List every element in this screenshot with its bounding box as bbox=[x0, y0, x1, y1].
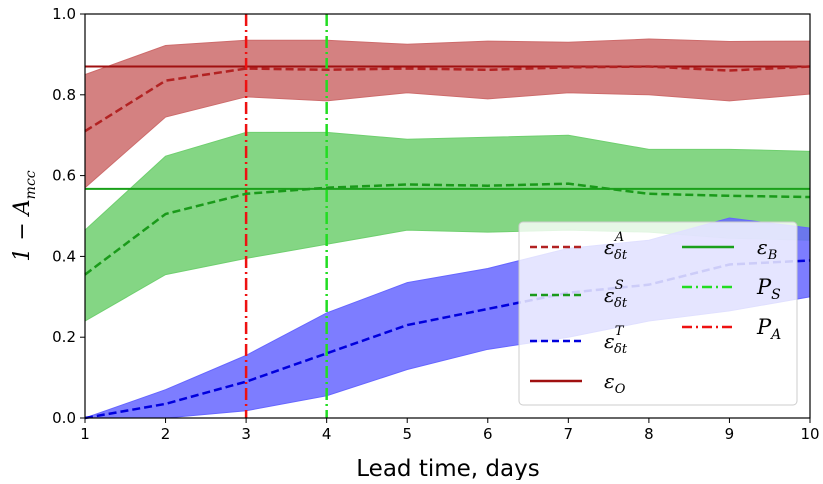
y-tick-label: 0.6 bbox=[52, 167, 76, 185]
x-tick-label: 2 bbox=[161, 425, 171, 443]
legend: εA δt εS δt εT δt εO εB PS PA bbox=[518, 221, 798, 406]
line-series-2 bbox=[84, 259, 811, 420]
svg-text:1 − Amcc: 1 − Amcc bbox=[10, 170, 39, 261]
plot-frame bbox=[84, 13, 811, 419]
x-tick-label: 8 bbox=[644, 425, 654, 443]
x-tick-label: 10 bbox=[800, 425, 819, 443]
legend-label-eps-dt-S: εS δt bbox=[604, 278, 628, 311]
x-tick-label: 6 bbox=[483, 425, 493, 443]
y-axis-ticks: 0.0 0.2 0.4 0.6 0.8 1.0 bbox=[52, 5, 85, 427]
x-tick-label: 3 bbox=[241, 425, 251, 443]
x-tick-label: 5 bbox=[402, 425, 412, 443]
series-lines bbox=[84, 65, 811, 420]
legend-label-eps-dt-A: εA δt bbox=[604, 230, 628, 263]
y-axis-label-main: 1 − A bbox=[10, 199, 35, 261]
y-tick-label: 0.4 bbox=[52, 247, 76, 265]
legend-label-P-S: PS bbox=[756, 275, 781, 303]
x-tick-label: 7 bbox=[564, 425, 574, 443]
legend-box bbox=[518, 221, 798, 406]
line-series-1 bbox=[84, 182, 811, 276]
x-axis-label: Lead time, days bbox=[356, 456, 539, 480]
reference-lines bbox=[85, 14, 810, 418]
x-tick-label: 1 bbox=[80, 425, 90, 443]
line-series-0 bbox=[84, 65, 811, 133]
x-tick-label: 9 bbox=[725, 425, 735, 443]
y-tick-label: 0.8 bbox=[52, 86, 76, 104]
y-axis-label: 1 − Amcc bbox=[10, 170, 39, 261]
x-tick-label: 4 bbox=[322, 425, 332, 443]
y-tick-label: 1.0 bbox=[52, 5, 76, 23]
legend-label-eps-dt-T: εT δt bbox=[604, 324, 628, 357]
legend-label-P-A: PA bbox=[756, 315, 781, 343]
y-axis-label-subscript: mcc bbox=[23, 170, 39, 199]
y-tick-label: 0.2 bbox=[52, 328, 76, 346]
legend-label-eps-B: εB bbox=[757, 235, 777, 263]
legend-label-eps-O: εO bbox=[604, 369, 626, 397]
x-axis-ticks: 1 2 3 4 5 6 7 8 9 10 bbox=[80, 418, 820, 443]
y-tick-label: 0.0 bbox=[52, 409, 76, 427]
